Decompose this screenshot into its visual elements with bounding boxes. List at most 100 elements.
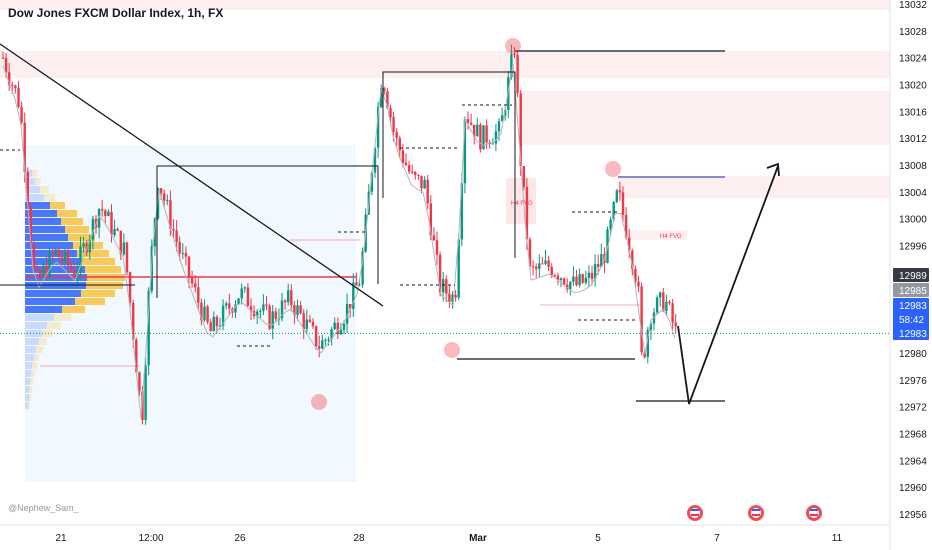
volume-profile-bar [25, 378, 30, 385]
candle-body [538, 263, 541, 269]
candle-body [299, 305, 302, 314]
volume-profile-bar [81, 290, 115, 297]
candle-body [426, 179, 429, 204]
candle-body [308, 319, 312, 322]
candle-body [178, 241, 181, 254]
volume-profile-bar [50, 202, 65, 209]
volume-profile-bar [25, 370, 31, 377]
volume-profile-bar [25, 226, 65, 233]
candle-body [42, 265, 45, 277]
volume-profile-bar [25, 362, 32, 369]
candle-body [333, 322, 336, 330]
volume-profile-bar [68, 234, 95, 241]
candle-body [256, 311, 259, 317]
candle-body [429, 203, 432, 236]
candle-body [401, 150, 405, 163]
price-tick-label: 12996 [899, 242, 927, 253]
price-tick-label: 13016 [899, 107, 927, 118]
candle-body [513, 54, 516, 56]
candle-body [417, 174, 420, 176]
swing-marker[interactable] [311, 394, 327, 410]
volume-profile-bar [61, 218, 83, 225]
price-tick-label: 13020 [899, 81, 927, 92]
candle-body [32, 243, 36, 270]
candle-body [438, 254, 442, 293]
time-tick-label: 7 [714, 533, 720, 544]
candle-body [262, 304, 265, 311]
projection-arrowhead [766, 162, 780, 177]
volume-profile-bar [36, 346, 43, 353]
candle-body [212, 316, 215, 332]
projection-arrow[interactable] [677, 165, 779, 405]
candle-body [547, 260, 550, 267]
candle-body [628, 237, 631, 251]
candle-body [473, 124, 476, 137]
candle-body [435, 240, 439, 255]
volume-profile-bar [25, 218, 61, 225]
candle-body [194, 283, 197, 288]
price-tag [893, 268, 929, 282]
swing-marker[interactable] [605, 161, 621, 177]
candle-body [355, 282, 358, 286]
candle-body [246, 287, 250, 307]
candle-body [500, 115, 504, 122]
candle-body [73, 269, 76, 278]
candle-body [4, 57, 8, 73]
volume-profile-bar [34, 354, 39, 361]
volume-profile-bar [25, 394, 29, 401]
candle-body [268, 305, 271, 329]
volume-profile-bar [29, 386, 32, 393]
candle-body [169, 200, 172, 229]
candle-body [110, 211, 113, 236]
candle-body [609, 219, 612, 230]
candle-body [290, 290, 293, 306]
candle-body [101, 209, 104, 211]
candle-body [544, 260, 547, 264]
swing-marker[interactable] [505, 38, 521, 54]
volume-profile-bar [25, 202, 50, 209]
time-tick-label: Mar [469, 533, 487, 544]
candle-body [327, 339, 330, 341]
candle-body [553, 275, 556, 277]
candle-body [274, 311, 277, 319]
time-tick-label: 21 [55, 533, 67, 544]
candle-body [122, 242, 126, 255]
chart-title: Dow Jones FXCM Dollar Index, 1h, FX [8, 6, 224, 20]
candle-body [184, 253, 188, 257]
candle-body [66, 251, 70, 266]
volume-profile-bar [25, 250, 77, 257]
candle-body [655, 297, 659, 313]
candle-body [280, 300, 284, 319]
volume-profile-bar [62, 306, 85, 313]
candle-body [330, 329, 333, 340]
price-tag-label: 12989 [899, 271, 927, 282]
candle-body [562, 278, 566, 285]
candle-body [528, 239, 532, 267]
price-tick-label: 13008 [899, 161, 927, 172]
candle-body [97, 209, 101, 228]
candle-body [485, 125, 488, 143]
volume-profile-bar [25, 346, 36, 353]
candle-body [91, 218, 95, 240]
candle-body [190, 277, 194, 284]
trend-line[interactable] [0, 43, 384, 307]
supply-zone [0, 0, 890, 10]
volume-profile-bar [25, 386, 29, 393]
time-tick-label: 11 [832, 533, 843, 544]
us-event-flag-icon [752, 509, 760, 511]
candle-body [51, 252, 54, 254]
countdown-timer: 58:42 [899, 315, 924, 326]
volume-profile-bar [25, 178, 35, 185]
candle-body [79, 246, 82, 272]
candle-body [420, 175, 423, 189]
candle-body [197, 287, 200, 303]
volume-profile-bar [54, 314, 71, 321]
candle-body [621, 192, 625, 215]
candle-body [23, 122, 26, 172]
swing-marker[interactable] [444, 342, 460, 358]
structure-line[interactable] [382, 71, 516, 258]
range-box-outline[interactable] [156, 165, 379, 298]
candle-body [88, 239, 91, 253]
